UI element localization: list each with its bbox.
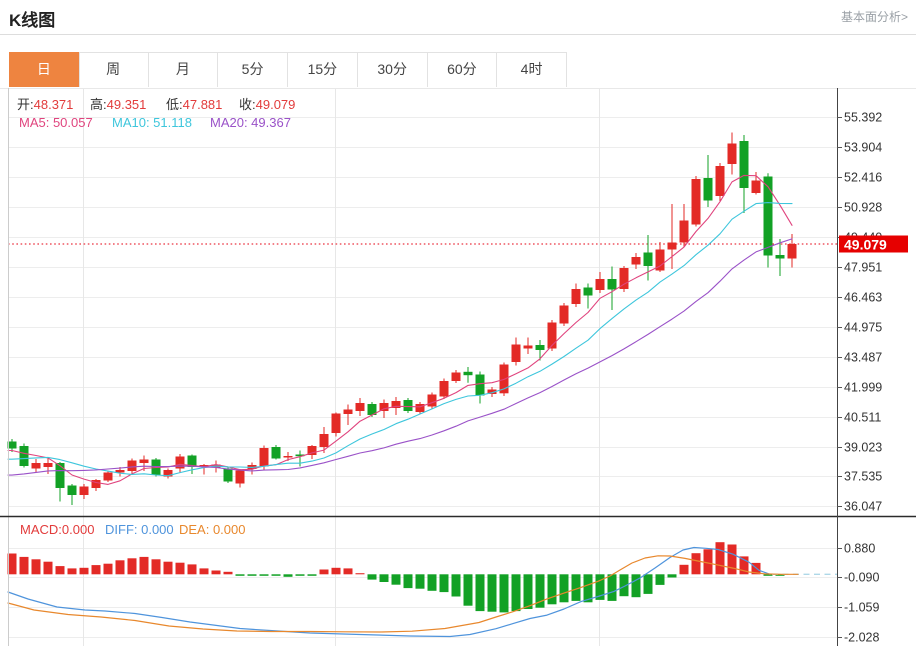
svg-text:DIFF: 0.000: DIFF: 0.000	[105, 522, 174, 537]
svg-text:39.023: 39.023	[844, 441, 882, 455]
svg-text:43.487: 43.487	[844, 351, 882, 365]
svg-text:49.079: 49.079	[844, 237, 887, 253]
svg-text:MA5: 50.057: MA5: 50.057	[19, 115, 93, 130]
svg-text:-1.059: -1.059	[844, 601, 879, 615]
svg-text:50.928: 50.928	[844, 201, 882, 215]
svg-text:DEA: 0.000: DEA: 0.000	[179, 522, 246, 537]
svg-text:46.463: 46.463	[844, 291, 882, 305]
svg-text:41.999: 41.999	[844, 381, 882, 395]
svg-text:收:49.079: 收:49.079	[239, 97, 295, 112]
svg-text:47.951: 47.951	[844, 261, 882, 275]
svg-text:开:48.371: 开:48.371	[17, 97, 73, 112]
svg-text:MA10: 51.118: MA10: 51.118	[112, 115, 192, 130]
svg-text:52.416: 52.416	[844, 171, 882, 185]
svg-text:低:47.881: 低:47.881	[166, 97, 222, 112]
svg-text:37.535: 37.535	[844, 470, 882, 484]
svg-text:40.511: 40.511	[844, 411, 881, 425]
svg-text:MA20: 49.367: MA20: 49.367	[210, 115, 291, 130]
svg-text:55.392: 55.392	[844, 111, 882, 125]
svg-text:53.904: 53.904	[844, 141, 882, 155]
svg-text:0.880: 0.880	[844, 542, 875, 556]
svg-text:MACD:0.000: MACD:0.000	[20, 522, 94, 537]
svg-text:44.975: 44.975	[844, 321, 882, 335]
svg-text:36.047: 36.047	[844, 500, 882, 514]
svg-text:高:49.351: 高:49.351	[90, 97, 146, 112]
svg-text:-2.028: -2.028	[844, 631, 879, 645]
svg-text:-0.090: -0.090	[844, 571, 879, 585]
